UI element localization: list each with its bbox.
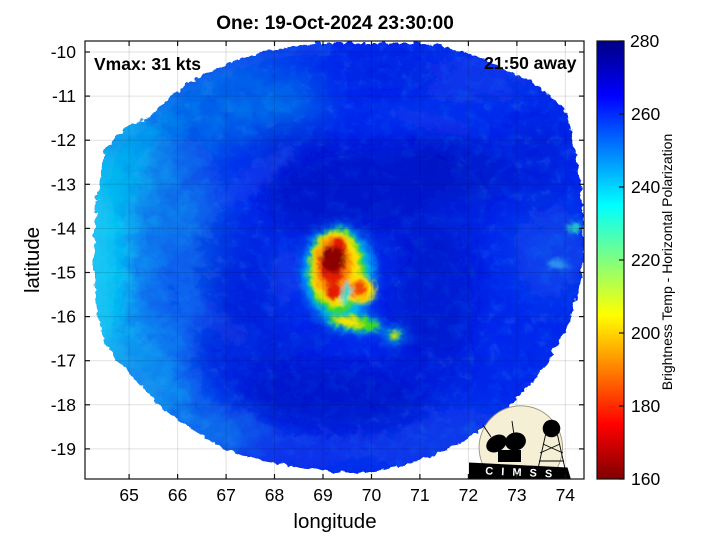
svg-text:67: 67 <box>216 485 235 505</box>
svg-text:-17: -17 <box>51 351 76 371</box>
svg-text:73: 73 <box>507 485 526 505</box>
svg-text:-11: -11 <box>52 86 76 106</box>
svg-text:-16: -16 <box>51 307 76 327</box>
svg-text:260: 260 <box>631 104 660 124</box>
svg-text:-12: -12 <box>51 130 76 150</box>
svg-text:-15: -15 <box>51 263 76 283</box>
svg-text:70: 70 <box>362 485 382 505</box>
svg-text:68: 68 <box>265 485 284 505</box>
svg-text:Vmax: 31 kts: Vmax: 31 kts <box>94 54 201 74</box>
svg-text:240: 240 <box>631 177 660 197</box>
svg-text:180: 180 <box>631 396 660 416</box>
svg-text:160: 160 <box>631 469 660 489</box>
svg-text:latitude: latitude <box>21 227 44 293</box>
svg-text:220: 220 <box>631 250 660 270</box>
svg-text:71: 71 <box>410 485 429 505</box>
svg-text:One: 19-Oct-2024 23:30:00: One: 19-Oct-2024 23:30:00 <box>216 13 454 34</box>
svg-text:280: 280 <box>630 31 659 51</box>
svg-text:72: 72 <box>459 485 478 505</box>
svg-text:C I M S S: C I M S S <box>485 465 555 480</box>
svg-text:65: 65 <box>119 485 138 505</box>
svg-text:-14: -14 <box>51 218 77 238</box>
svg-text:66: 66 <box>168 485 187 505</box>
svg-text:74: 74 <box>556 485 576 505</box>
svg-text:-18: -18 <box>51 395 76 415</box>
svg-text:longitude: longitude <box>293 510 376 533</box>
svg-text:Brightness Temp - Horizontal P: Brightness Temp - Horizontal Polarizatio… <box>659 134 675 391</box>
svg-text:-10: -10 <box>51 42 77 62</box>
svg-text:-13: -13 <box>51 174 76 194</box>
svg-text:-19: -19 <box>51 439 76 459</box>
svg-text:200: 200 <box>631 323 660 343</box>
svg-text:21:50 away: 21:50 away <box>484 53 577 73</box>
svg-text:69: 69 <box>313 485 332 505</box>
